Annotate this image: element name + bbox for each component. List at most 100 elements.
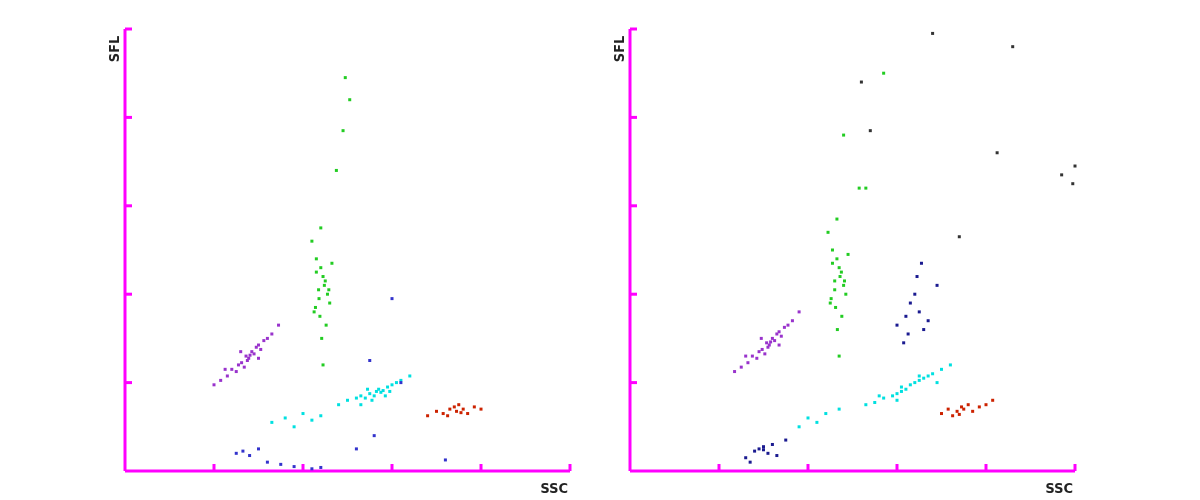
- point: [971, 409, 975, 413]
- point: [252, 352, 256, 356]
- point: [319, 226, 323, 230]
- point: [310, 467, 314, 471]
- point: [868, 129, 872, 133]
- point: [301, 412, 305, 416]
- point: [368, 359, 372, 362]
- point: [328, 301, 332, 305]
- x-axis-label: SSC: [540, 482, 568, 497]
- point: [757, 350, 761, 354]
- point: [1011, 45, 1015, 49]
- point: [334, 168, 338, 172]
- point: [806, 416, 810, 420]
- point: [919, 261, 923, 265]
- point: [386, 385, 390, 389]
- point: [797, 425, 801, 429]
- point: [846, 252, 850, 256]
- point: [323, 279, 327, 283]
- point: [319, 266, 323, 270]
- point: [763, 352, 767, 356]
- point: [835, 257, 839, 261]
- point: [908, 301, 912, 305]
- point: [784, 438, 788, 442]
- y-axis-label: SFL: [613, 36, 628, 63]
- point: [244, 354, 248, 358]
- point: [773, 339, 777, 343]
- point: [915, 275, 919, 279]
- point: [399, 381, 403, 385]
- point: [759, 336, 763, 340]
- point: [922, 328, 926, 332]
- point: [838, 275, 842, 279]
- point: [766, 345, 770, 349]
- point: [962, 407, 966, 411]
- point: [835, 328, 839, 332]
- point: [322, 283, 326, 287]
- point: [254, 345, 258, 349]
- point: [926, 319, 930, 323]
- point: [895, 398, 899, 402]
- point: [839, 270, 843, 274]
- point: [899, 385, 903, 389]
- point: [960, 405, 964, 409]
- point: [262, 339, 266, 343]
- point: [906, 332, 910, 336]
- point: [408, 374, 412, 378]
- point: [341, 129, 345, 133]
- point: [957, 235, 961, 239]
- point: [359, 394, 363, 398]
- point: [834, 305, 838, 309]
- point: [833, 279, 837, 283]
- point: [966, 403, 970, 407]
- point: [443, 458, 447, 462]
- point: [935, 381, 939, 385]
- point: [223, 367, 227, 371]
- point: [748, 460, 752, 464]
- point: [837, 266, 841, 270]
- point: [321, 363, 325, 367]
- point: [913, 381, 917, 385]
- point: [321, 275, 325, 279]
- point: [940, 367, 943, 371]
- point: [363, 396, 367, 400]
- point: [314, 270, 318, 274]
- point: [399, 378, 403, 382]
- point: [448, 407, 452, 411]
- point: [775, 454, 779, 458]
- point: [257, 447, 260, 451]
- point: [343, 76, 347, 80]
- point: [828, 301, 832, 305]
- point: [837, 407, 841, 411]
- point: [248, 353, 252, 357]
- point: [388, 389, 392, 393]
- point: [837, 354, 841, 358]
- point: [319, 414, 323, 418]
- point: [842, 279, 846, 283]
- point: [765, 341, 769, 345]
- point: [917, 374, 921, 378]
- point: [833, 288, 837, 292]
- point: [786, 323, 790, 327]
- point: [472, 405, 476, 409]
- point: [466, 412, 470, 416]
- point: [766, 451, 770, 455]
- point: [908, 383, 912, 387]
- point: [245, 359, 249, 362]
- point: [257, 356, 260, 360]
- point: [767, 343, 771, 347]
- point: [446, 414, 450, 418]
- point: [904, 314, 908, 318]
- point: [279, 462, 283, 466]
- point: [368, 392, 372, 396]
- point: [346, 398, 349, 402]
- point: [240, 361, 244, 365]
- point: [452, 405, 456, 409]
- point: [354, 396, 358, 400]
- point: [995, 151, 999, 155]
- point: [461, 407, 465, 411]
- point: [394, 381, 398, 385]
- point: [239, 350, 243, 354]
- point: [955, 409, 959, 413]
- point: [455, 409, 459, 413]
- point: [895, 323, 899, 327]
- point: [877, 394, 881, 398]
